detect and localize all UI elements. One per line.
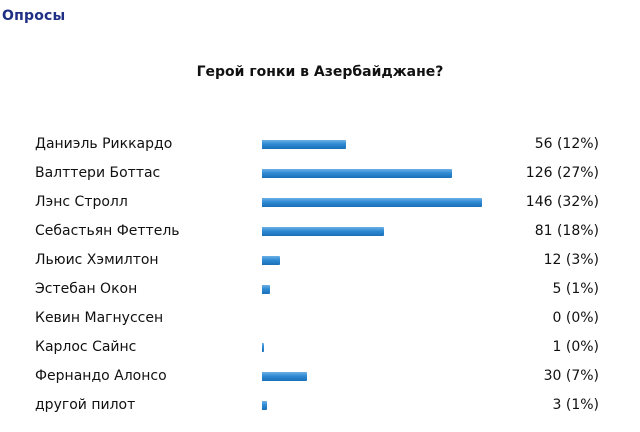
- option-result: 146 (32%): [525, 194, 599, 210]
- vote-bar: [262, 285, 270, 294]
- vote-bar-track: [262, 285, 492, 294]
- option-label: Себастьян Феттель: [35, 223, 180, 239]
- option-label: другой пилот: [35, 397, 136, 413]
- poll-question: Герой гонки в Азербайджане?: [196, 64, 444, 80]
- option-result: 1 (0%): [552, 339, 600, 355]
- poll-option-row: Валттери Боттас 126 (27%): [0, 161, 640, 190]
- poll-option-row: другой пилот 3 (1%): [0, 393, 640, 422]
- vote-bar: [262, 140, 346, 149]
- option-label: Льюис Хэмилтон: [35, 252, 159, 268]
- vote-bar: [262, 256, 280, 265]
- vote-bar-track: [262, 198, 492, 207]
- vote-bar-track: [262, 169, 492, 178]
- vote-bar-track: [262, 140, 492, 149]
- poll-rows: Даниэль Риккардо 56 (12%) Валттери Ботта…: [0, 132, 640, 422]
- option-label: Лэнс Стролл: [35, 194, 128, 210]
- poll-option-row: Кевин Магнуссен 0 (0%): [0, 306, 640, 335]
- option-result: 56 (12%): [534, 136, 599, 152]
- vote-bar: [262, 169, 452, 178]
- option-result: 3 (1%): [552, 397, 600, 413]
- option-result: 0 (0%): [552, 310, 600, 326]
- option-label: Карлос Сайнс: [35, 339, 137, 355]
- option-result: 81 (18%): [534, 223, 599, 239]
- option-label: Кевин Магнуссен: [35, 310, 164, 326]
- poll-option-row: Лэнс Стролл 146 (32%): [0, 190, 640, 219]
- vote-bar: [262, 372, 307, 381]
- poll-option-row: Эстебан Окон 5 (1%): [0, 277, 640, 306]
- vote-bar-track: [262, 256, 492, 265]
- vote-bar: [262, 227, 384, 236]
- poll-option-row: Льюис Хэмилтон 12 (3%): [0, 248, 640, 277]
- vote-bar-track: [262, 314, 492, 323]
- vote-bar-track: [262, 343, 492, 352]
- option-label: Даниэль Риккардо: [35, 136, 173, 152]
- vote-bar-track: [262, 401, 492, 410]
- option-label: Эстебан Окон: [35, 281, 138, 297]
- poll-option-row: Даниэль Риккардо 56 (12%): [0, 132, 640, 161]
- poll-option-row: Себастьян Феттель 81 (18%): [0, 219, 640, 248]
- poll-option-row: Карлос Сайнс 1 (0%): [0, 335, 640, 364]
- option-label: Фернандо Алонсо: [35, 368, 167, 384]
- vote-bar: [262, 198, 482, 207]
- section-title: Опросы: [2, 8, 66, 24]
- vote-bar-track: [262, 227, 492, 236]
- option-result: 5 (1%): [552, 281, 600, 297]
- option-label: Валттери Боттас: [35, 165, 161, 181]
- vote-bar: [262, 401, 267, 410]
- option-result: 126 (27%): [525, 165, 599, 181]
- option-result: 30 (7%): [543, 368, 599, 384]
- vote-bar: [262, 343, 264, 352]
- poll-option-row: Фернандо Алонсо 30 (7%): [0, 364, 640, 393]
- option-result: 12 (3%): [543, 252, 599, 268]
- vote-bar-track: [262, 372, 492, 381]
